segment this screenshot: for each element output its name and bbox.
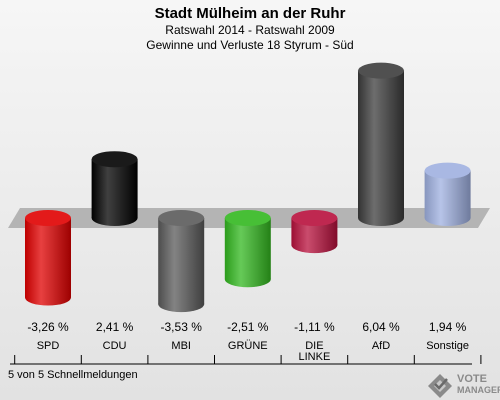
chart-title: Stadt Mülheim an der Ruhr xyxy=(154,5,346,22)
value-label-spd: -3,26 % xyxy=(27,320,69,334)
category-label-sonstige: Sonstige xyxy=(426,340,469,352)
value-label-cdu: 2,41 % xyxy=(96,320,134,334)
chart-titles: Stadt Mülheim an der Ruhr Ratswahl 2014 … xyxy=(0,4,500,53)
bar-grüne xyxy=(224,210,271,288)
category-label-spd: SPD xyxy=(37,340,60,352)
bar-sonstige xyxy=(424,162,471,226)
category-label-grüne: GRÜNE xyxy=(228,340,268,352)
value-label-afd: 6,04 % xyxy=(362,320,400,334)
chart-subtitle-2: Gewinne und Verluste 18 Styrum - Süd xyxy=(146,38,354,52)
chart-subtitle: Ratswahl 2014 - Ratswahl 2009 xyxy=(165,23,335,37)
category-label-die-linke: DIE LINKE xyxy=(299,340,331,363)
svg-text:MANAGER: MANAGER xyxy=(457,385,500,395)
value-label-sonstige: 1,94 % xyxy=(429,320,467,334)
ballot-box-icon xyxy=(428,374,452,398)
category-label-afd: AfD xyxy=(372,340,390,352)
status-text: 5 von 5 Schnellmeldungen xyxy=(8,369,138,381)
category-label-cdu: CDU xyxy=(103,340,127,352)
bar-die-linke xyxy=(291,210,338,254)
value-label-grüne: -2,51 % xyxy=(227,320,269,334)
bar-mbi xyxy=(158,210,205,313)
value-label-mbi: -3,53 % xyxy=(161,320,203,334)
bar-cdu xyxy=(91,151,138,226)
bar-spd xyxy=(25,210,71,306)
category-label-mbi: MBI xyxy=(171,340,191,352)
bar-afd xyxy=(358,62,404,226)
votemanager-logo: VOTE MANAGER xyxy=(428,373,500,398)
svg-text:VOTE: VOTE xyxy=(457,373,487,385)
value-label-die-linke: -1,11 % xyxy=(294,320,335,334)
